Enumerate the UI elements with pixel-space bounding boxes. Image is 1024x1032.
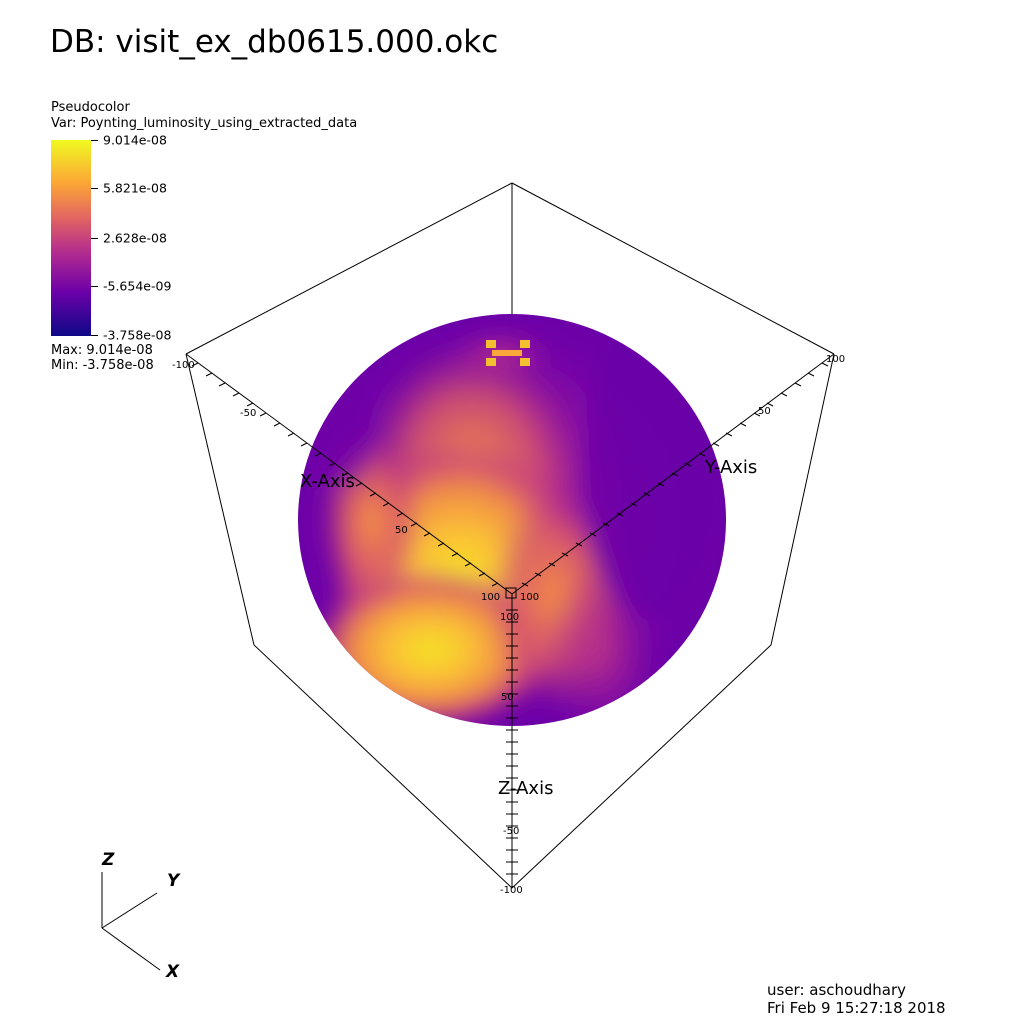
colorbar-tick-label-max: 9.014e-08 (103, 132, 167, 148)
database-title: DB: visit_ex_db0615.000.okc (50, 24, 499, 60)
triad-z-label: Z (101, 850, 115, 870)
legend-variable: Var: Poynting_luminosity_using_extracted… (51, 116, 358, 131)
bounding-box (185, 182, 835, 889)
colorbar-tick-label-min: -3.758e-08 (103, 327, 172, 343)
colorbar-tick (91, 188, 98, 189)
colorbar-tick (91, 286, 98, 287)
colorbar-tick (91, 238, 98, 239)
x-tick-label: -50 (240, 408, 256, 419)
y-tick-label: 50 (758, 406, 771, 417)
triad-y-label: Y (167, 871, 181, 891)
y-tick-label: 100 (826, 354, 845, 365)
colorbar-tick-label: 2.628e-08 (103, 230, 167, 246)
pseudocolor-sphere (298, 314, 726, 726)
x-axis-title: X-Axis (300, 471, 355, 492)
colorbar-tick (91, 335, 98, 336)
z-tick-label: 100 (500, 612, 519, 623)
z-tick-label: -50 (503, 826, 519, 837)
timestamp-label: Fri Feb 9 15:27:18 2018 (767, 999, 946, 1017)
legend-plot-type: Pseudocolor (51, 100, 130, 115)
z-tick-label: -100 (500, 885, 523, 896)
user-label: user: aschoudhary (767, 981, 906, 999)
legend-max-value: Max: 9.014e-08 (51, 343, 153, 358)
colorbar-tick-label: 5.821e-08 (103, 180, 167, 196)
x-tick-label: 50 (395, 525, 408, 536)
legend-min-value: Min: -3.758e-08 (51, 358, 154, 373)
orientation-triad: Z Y X (101, 850, 181, 982)
z-axis-title: Z-Axis (498, 778, 553, 799)
y-tick-label: 100 (520, 592, 539, 603)
x-tick-label: -100 (172, 360, 195, 371)
x-tick-label: 100 (481, 592, 500, 603)
z-tick-label: 50 (501, 692, 514, 703)
y-axis-title: Y-Axis (704, 457, 757, 478)
colorbar (51, 140, 91, 336)
triad-x-label: X (165, 962, 180, 982)
colorbar-tick (91, 140, 98, 141)
axis-ticks (191, 362, 829, 875)
colorbar-tick-label: -5.654e-09 (103, 278, 172, 294)
